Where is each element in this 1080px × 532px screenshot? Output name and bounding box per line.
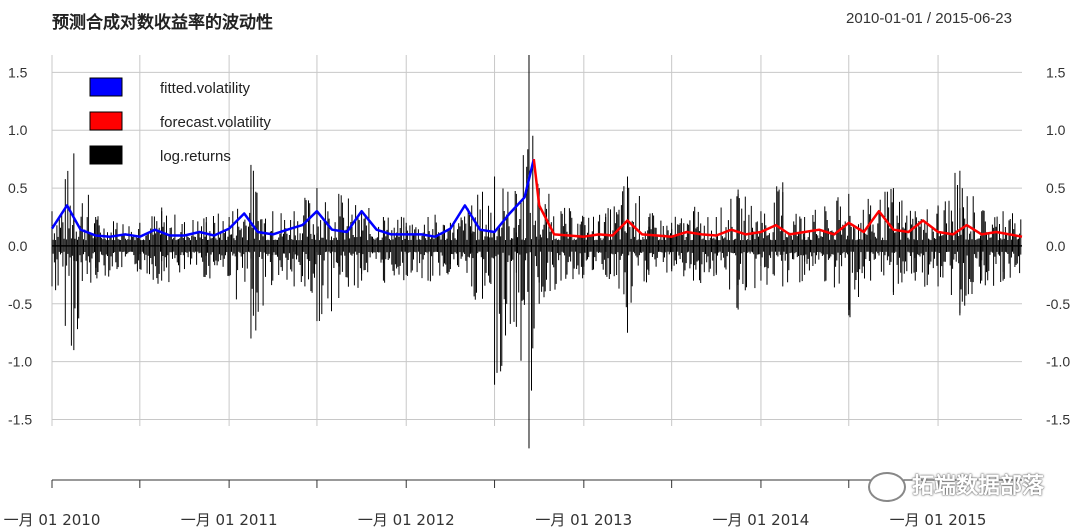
x-tick-label: 一月 01 2010	[4, 511, 101, 529]
legend-swatch	[89, 77, 123, 97]
wechat-icon	[867, 472, 906, 502]
watermark-text: 拓端数据部落	[911, 474, 1044, 499]
x-tick-label: 一月 01 2011	[181, 511, 278, 529]
chart-title: 预测合成对数收益率的波动性	[52, 13, 273, 33]
y-tick-label-left: 0.5	[8, 180, 28, 196]
y-tick-label-right: -1.5	[1046, 412, 1070, 428]
y-tick-label-left: 1.5	[8, 64, 28, 80]
x-tick-label: 一月 01 2014	[713, 511, 810, 529]
y-tick-label-right: 1.0	[1046, 122, 1066, 138]
legend-label: forecast.volatility	[160, 114, 271, 131]
y-tick-label-left: -1.0	[8, 354, 32, 370]
y-tick-label-left: -0.5	[8, 296, 32, 312]
legend-swatch	[89, 145, 123, 165]
y-tick-label-right: -1.0	[1046, 354, 1070, 370]
y-tick-label-right: 1.5	[1046, 64, 1066, 80]
x-tick-label: 一月 01 2015	[890, 511, 987, 529]
watermark: 拓端数据部落	[867, 468, 1044, 502]
y-tick-label-left: 1.0	[8, 122, 28, 138]
y-tick-label-right: 0.0	[1046, 238, 1066, 254]
y-tick-label-right: -0.5	[1046, 296, 1070, 312]
date-range: 2010-01-01 / 2015-06-23	[846, 10, 1012, 27]
x-tick-label: 一月 01 2012	[358, 511, 455, 529]
y-tick-label-left: 0.0	[8, 238, 28, 254]
log-returns-series	[51, 55, 1022, 449]
x-tick-label: 一月 01 2013	[535, 511, 632, 529]
fitted-volatility-line	[50, 158, 536, 238]
y-tick-label-right: 0.5	[1046, 180, 1066, 196]
y-tick-label-left: -1.5	[8, 412, 32, 428]
legend-label: log.returns	[160, 148, 231, 165]
legend-label: fitted.volatility	[160, 80, 251, 97]
forecast-volatility-line	[532, 158, 1023, 238]
legend-swatch	[89, 111, 123, 131]
